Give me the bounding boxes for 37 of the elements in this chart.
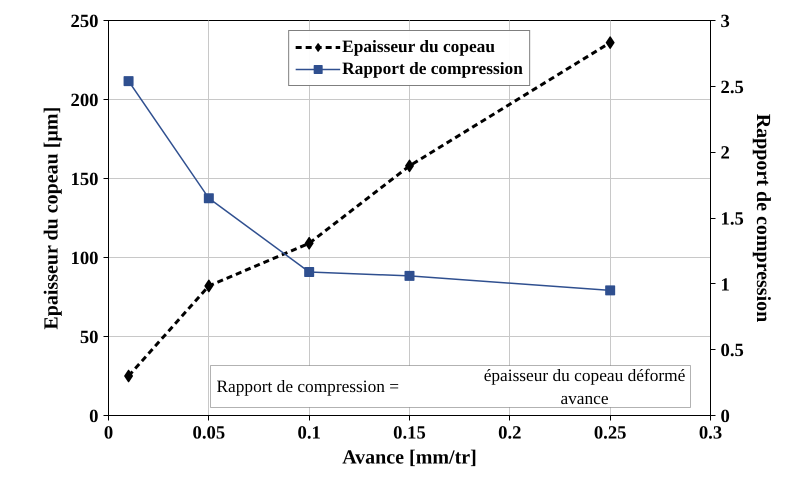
x-axis-title: Avance [mm/tr] — [342, 446, 477, 468]
point — [605, 285, 616, 296]
x-tick-label: 0.15 — [393, 422, 426, 444]
point — [304, 266, 314, 277]
legend-label: Rapport de compression — [342, 59, 523, 79]
y-tick-label: 250 — [70, 11, 98, 32]
y2-tick-label: 1.5 — [720, 208, 744, 230]
y-axis-title: Epaisseur du copeau [µm] — [40, 106, 63, 330]
annotation: avance — [560, 389, 609, 408]
point — [124, 76, 134, 86]
y2-tick-label: 3 — [720, 11, 730, 32]
y2-tick-label: 2.5 — [720, 76, 744, 98]
annotation: épaisseur du copeau déformé — [484, 366, 686, 385]
y2-tick-label: 0.5 — [720, 340, 744, 362]
y-tick-label: 100 — [70, 248, 98, 269]
legend-label: Epaisseur du copeau — [342, 37, 495, 57]
x-tick-label: 0.3 — [698, 422, 722, 444]
y-tick-label: 200 — [70, 90, 98, 111]
annotation: Rapport de compression = — [216, 377, 400, 396]
y2-axis-title: Rapport de compression — [752, 114, 774, 322]
point — [404, 270, 414, 281]
point — [304, 236, 314, 250]
x-tick-label: 0.05 — [192, 422, 226, 444]
point — [204, 279, 214, 292]
y-tick-label: 150 — [70, 169, 98, 190]
x-tick-label: 0.2 — [498, 422, 522, 444]
point — [204, 193, 214, 204]
point — [606, 36, 615, 50]
point — [124, 370, 134, 382]
x-tick-label: 0.25 — [594, 422, 626, 444]
y-tick-label: 0 — [89, 406, 98, 427]
y2-tick-label: 2 — [720, 142, 730, 164]
y2-tick-label: 0 — [720, 406, 730, 427]
y2-tick-label: 1 — [720, 274, 730, 296]
x-tick-label: 0 — [104, 422, 114, 444]
x-tick-label: 0.1 — [298, 422, 321, 444]
y-tick-label: 50 — [80, 327, 98, 348]
